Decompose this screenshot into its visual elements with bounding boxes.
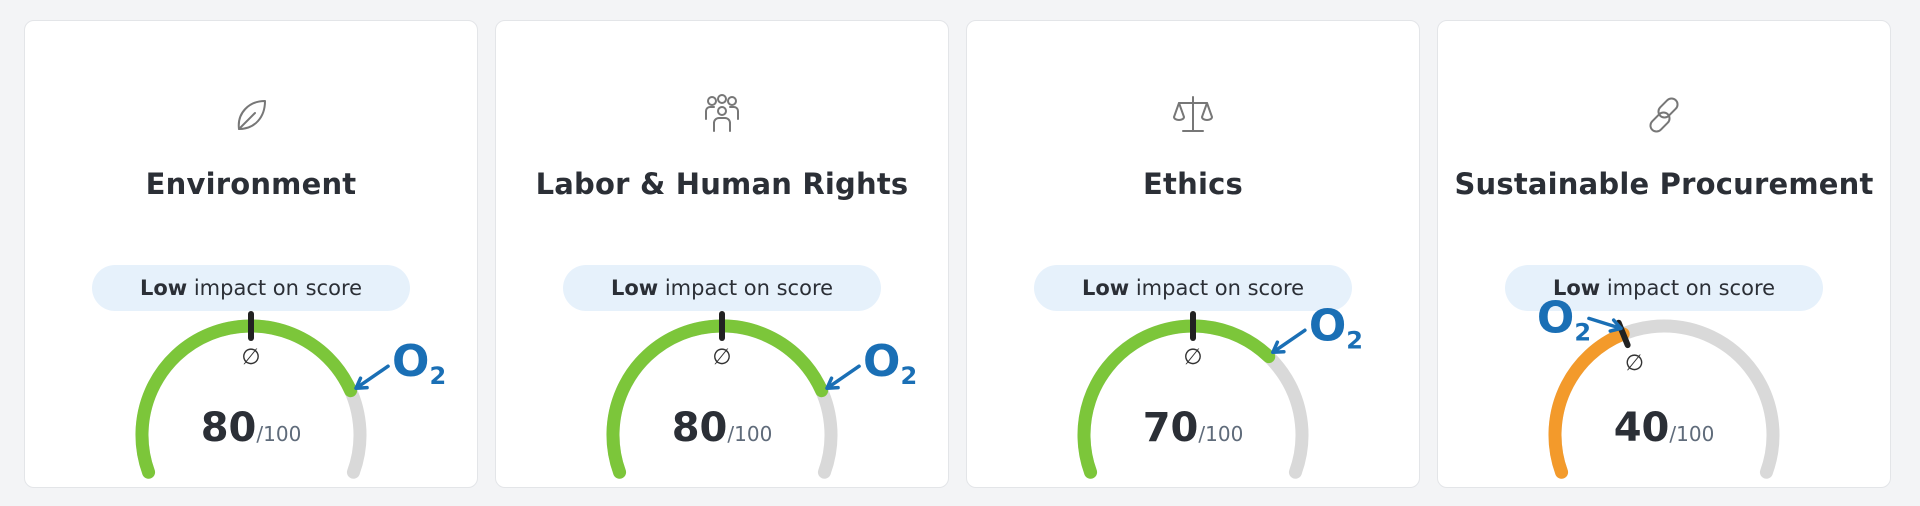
score-readout: 40/100 — [1438, 405, 1890, 451]
gauge-svg: ∅ O2 — [135, 311, 446, 479]
o2-arrow-head — [1271, 340, 1286, 355]
score-value: 80 — [200, 405, 257, 451]
card-title: Ethics — [1143, 167, 1243, 201]
impact-badge: Low impact on score — [563, 265, 881, 311]
card-title: Labor & Human Rights — [535, 167, 909, 201]
o2-arrow — [354, 364, 390, 390]
o2-arrow-shaft — [354, 364, 390, 390]
card-labor-human-rights: Labor & Human Rights Low impact on score… — [495, 20, 949, 488]
o2-arrow-head — [1608, 318, 1623, 333]
score-max: /100 — [1669, 422, 1715, 446]
gauge-fill — [606, 319, 829, 479]
o2-subscript: 2 — [1574, 318, 1591, 346]
o2-arrow-shaft — [1587, 316, 1623, 331]
card-environment: Environment Low impact on score ∅ O2 80/1… — [24, 20, 478, 488]
impact-text: impact on score — [1129, 276, 1305, 300]
average-symbol: ∅ — [241, 345, 260, 370]
o2-arrow-head — [354, 376, 369, 390]
card-sustainable-procurement: Sustainable Procurement Low impact on sc… — [1437, 20, 1891, 488]
average-symbol: ∅ — [1183, 345, 1202, 370]
o2-label: O2 — [392, 336, 446, 390]
link-icon — [1640, 91, 1688, 139]
impact-level: Low — [139, 276, 188, 300]
score-max: /100 — [1198, 422, 1244, 446]
score-gauge: ∅ O2 — [1043, 300, 1363, 487]
score-value: 80 — [671, 405, 728, 451]
gauge-fill — [1077, 319, 1276, 479]
score-readout: 70/100 — [967, 405, 1419, 451]
score-gauge: ∅ O2 — [572, 311, 917, 487]
gauge-svg: ∅O2 — [1537, 292, 1780, 479]
o2-arrow — [1587, 316, 1623, 333]
impact-text: impact on score — [187, 276, 363, 300]
impact-level: Low — [1552, 276, 1601, 300]
o2-arrow-shaft — [825, 364, 861, 390]
impact-text: impact on score — [658, 276, 834, 300]
card-title: Environment — [145, 167, 357, 201]
gauge-svg: ∅ O2 — [1077, 300, 1363, 479]
leaf-icon — [227, 91, 275, 139]
scale-icon — [1169, 91, 1217, 139]
average-symbol: ∅ — [1625, 351, 1644, 376]
gauge-fill — [135, 319, 358, 479]
score-gauge: ∅ O2 — [101, 311, 446, 487]
o2-arrow — [825, 364, 861, 390]
score-value: 40 — [1613, 405, 1670, 451]
o2-arrow — [1271, 328, 1307, 355]
impact-text: impact on score — [1600, 276, 1776, 300]
average-symbol: ∅ — [712, 345, 731, 370]
score-gauge: ∅ O2 — [1514, 292, 1814, 487]
o2-arrow-shaft — [1271, 328, 1307, 355]
o2-arrow-head — [825, 376, 840, 390]
o2-subscript: 2 — [900, 362, 917, 390]
impact-level: Low — [1081, 276, 1130, 300]
card-title: Sustainable Procurement — [1454, 167, 1874, 201]
impact-badge: Low impact on score — [1034, 265, 1352, 311]
score-max: /100 — [256, 422, 302, 446]
gauge-fill — [1548, 327, 1630, 479]
o2-label: O2 — [863, 336, 917, 390]
impact-badge: Low impact on score — [1505, 265, 1823, 311]
o2-subscript: 2 — [1346, 326, 1363, 354]
o2-subscript: 2 — [429, 362, 446, 390]
score-max: /100 — [727, 422, 773, 446]
score-value: 70 — [1142, 405, 1199, 451]
score-readout: 80/100 — [496, 405, 948, 451]
o2-label: O2 — [1309, 300, 1363, 354]
impact-badge: Low impact on score — [92, 265, 410, 311]
impact-level: Low — [610, 276, 659, 300]
team-icon — [698, 91, 746, 139]
score-readout: 80/100 — [25, 405, 477, 451]
card-ethics: Ethics Low impact on score ∅ O2 70/100 — [966, 20, 1420, 488]
gauge-svg: ∅ O2 — [606, 311, 917, 479]
